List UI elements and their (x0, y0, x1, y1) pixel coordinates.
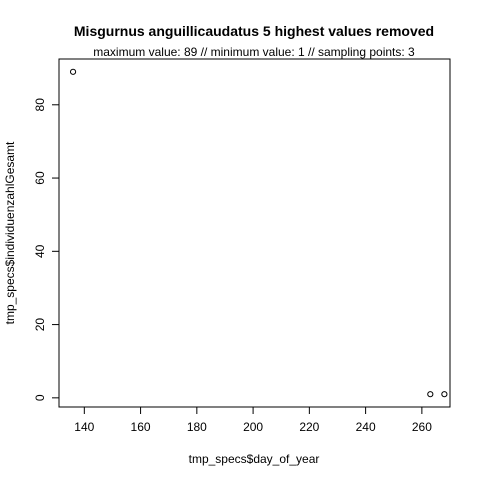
y-tick-label: 80 (33, 98, 47, 112)
y-axis-label: tmp_specs$individuenzahlGesamt (3, 141, 17, 324)
y-tick-label: 60 (33, 171, 47, 185)
x-axis: 140 160 180 200 220 240 260 (74, 406, 432, 434)
x-tick-label: 260 (412, 420, 432, 434)
chart-subtitle: maximum value: 89 // minimum value: 1 //… (93, 45, 415, 59)
data-points (69, 68, 448, 398)
x-tick-label: 160 (131, 420, 151, 434)
x-axis-label: tmp_specs$day_of_year (189, 452, 320, 466)
data-point (441, 391, 448, 398)
y-axis: 0 20 40 60 80 (33, 98, 60, 401)
x-tick-label: 220 (299, 420, 319, 434)
x-tick-label: 240 (356, 420, 376, 434)
chart-title: Misgurnus anguillicaudatus 5 highest val… (74, 23, 434, 39)
x-tick-label: 200 (243, 420, 263, 434)
data-point (427, 391, 434, 398)
y-tick-label: 0 (33, 394, 47, 401)
y-tick-label: 20 (33, 318, 47, 332)
y-tick-label: 40 (33, 244, 47, 258)
x-tick-label: 140 (74, 420, 94, 434)
data-point (69, 68, 77, 75)
x-tick-label: 180 (187, 420, 207, 434)
